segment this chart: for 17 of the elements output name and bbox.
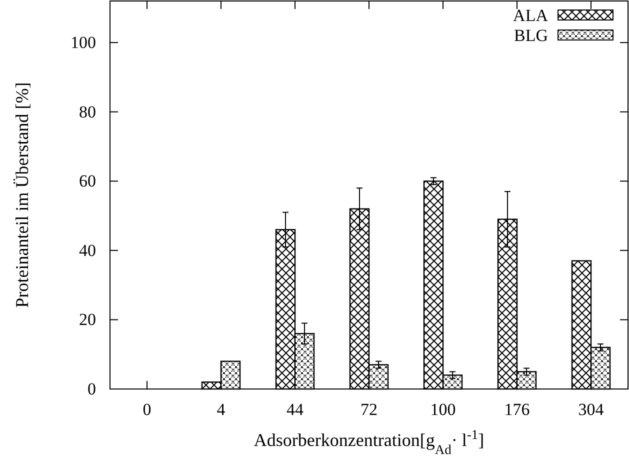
x-tick-label: 176 [504,400,530,420]
x-axis-title: Adsorberkonzentration[g$_{Ad}$· l$^{-1}$] [254,426,484,456]
y-tick-label: 100 [70,33,96,52]
x-tick-label: 44 [286,400,304,420]
x-tick-label: 0 [142,400,152,420]
legend-label: BLG [514,26,548,45]
y-tick-label: 20 [79,310,96,330]
y-tick-label: 80 [79,102,96,122]
y-tick-label: 0 [88,379,96,398]
legend-label: ALA [513,6,549,25]
x-tick-label: 72 [360,400,378,420]
x-tick-label: 100 [430,400,456,420]
y-axis-title: Proteinanteil im Überstand [%] [12,82,32,308]
y-tick-label: 40 [79,240,96,260]
x-tick-label: 4 [216,400,226,420]
y-tick-label: 60 [79,172,96,191]
x-tick-label: 304 [578,400,604,420]
